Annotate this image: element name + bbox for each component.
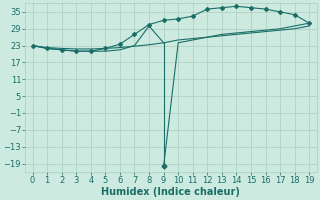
X-axis label: Humidex (Indice chaleur): Humidex (Indice chaleur) (101, 187, 240, 197)
